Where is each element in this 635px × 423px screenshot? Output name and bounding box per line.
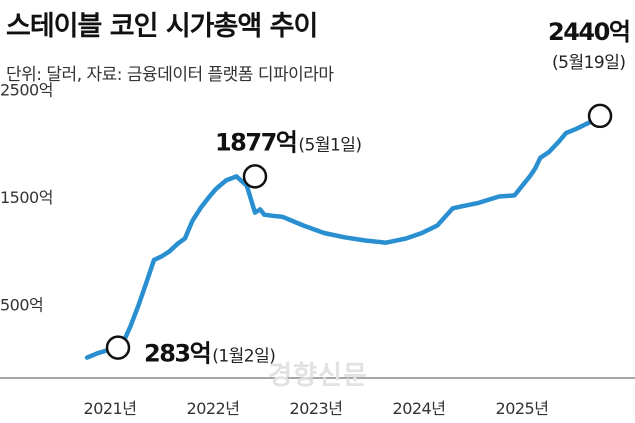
data-point-marker: [105, 335, 131, 360]
chart-title: 스테이블 코인 시가총액 추이: [6, 11, 318, 42]
annotation-label: 1877억 (5월1일): [215, 128, 362, 156]
annotation-date: (5월1일): [298, 135, 361, 155]
data-point-marker: [242, 164, 268, 189]
annotation-value: 2440억: [548, 18, 629, 46]
data-point-marker: [587, 103, 613, 129]
annotation-markers: 283억 (1월2일) 1877억 (5월1일) 2440억 (5월19일): [105, 18, 631, 368]
y-tick-label: 1500억: [0, 188, 53, 207]
y-tick-label: 2500억: [0, 80, 53, 99]
watermark-text: 경향신문: [268, 361, 368, 391]
chart-subtitle: 단위: 달러, 자료: 금융데이터 플랫폼 디파이라마: [6, 65, 334, 85]
x-tick-label: 2025년: [496, 399, 549, 418]
annotation-date: (1월2일): [212, 347, 275, 367]
x-tick-label: 2021년: [84, 399, 137, 418]
x-tick-label: 2023년: [290, 399, 343, 418]
annotation-label: 283억 (1월2일): [144, 340, 275, 368]
series-line: [84, 113, 603, 360]
x-axis-ticks: 2021년 2022년 2023년 2024년 2025년: [84, 399, 549, 418]
annotation-value: 1877억: [215, 128, 296, 156]
annotation-label: 2440억 (5월19일): [548, 18, 629, 73]
y-axis-ticks: 500억 1500억 2500억: [0, 80, 53, 314]
x-tick-label: 2024년: [393, 399, 446, 418]
annotation-value: 283억: [144, 340, 210, 368]
annotation-date: (5월19일): [552, 53, 626, 73]
x-tick-label: 2022년: [187, 399, 240, 418]
y-tick-label: 500억: [0, 295, 43, 314]
